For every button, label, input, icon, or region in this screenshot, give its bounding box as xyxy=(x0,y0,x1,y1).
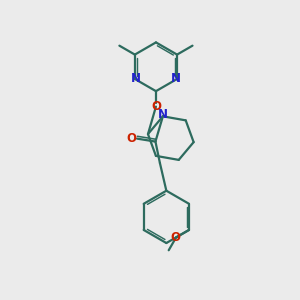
Text: O: O xyxy=(151,100,161,113)
Text: N: N xyxy=(158,108,168,121)
Text: O: O xyxy=(170,231,181,244)
Text: N: N xyxy=(131,73,141,85)
Text: O: O xyxy=(127,132,137,145)
Text: N: N xyxy=(171,73,181,85)
